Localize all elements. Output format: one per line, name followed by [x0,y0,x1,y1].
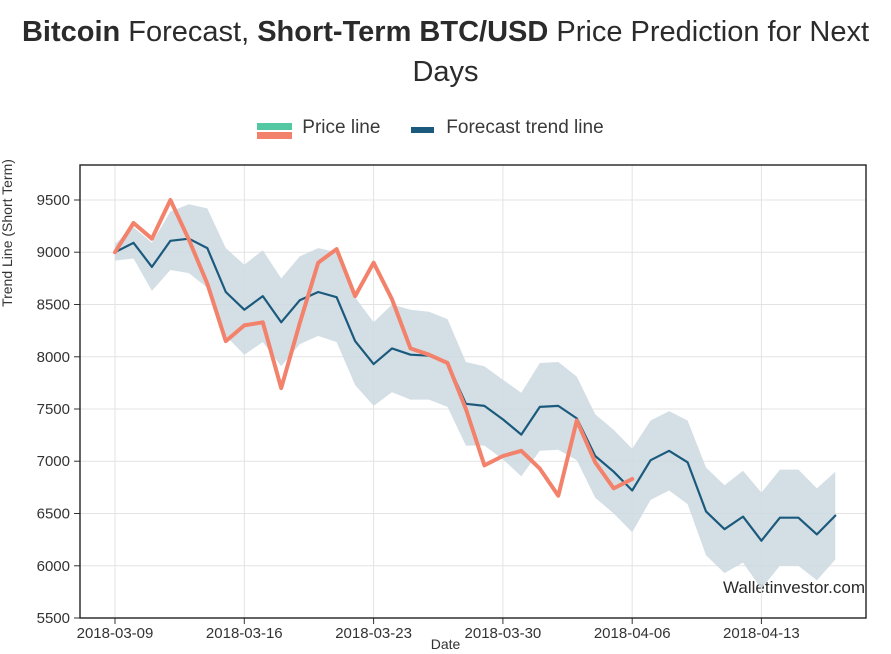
svg-text:7000: 7000 [37,453,70,470]
svg-text:2018-03-09: 2018-03-09 [77,625,154,642]
svg-text:7500: 7500 [37,401,70,418]
svg-text:8000: 8000 [37,349,70,366]
svg-text:5500: 5500 [37,610,70,627]
svg-text:6500: 6500 [37,506,70,523]
svg-text:9000: 9000 [37,244,70,261]
svg-text:6000: 6000 [37,558,70,575]
svg-text:8500: 8500 [37,297,70,314]
svg-text:2018-04-13: 2018-04-13 [723,625,800,642]
svg-text:9500: 9500 [37,192,70,209]
svg-text:2018-04-06: 2018-04-06 [594,625,671,642]
svg-text:2018-03-23: 2018-03-23 [335,625,412,642]
svg-text:2018-03-16: 2018-03-16 [206,625,283,642]
svg-text:2018-03-30: 2018-03-30 [465,625,542,642]
